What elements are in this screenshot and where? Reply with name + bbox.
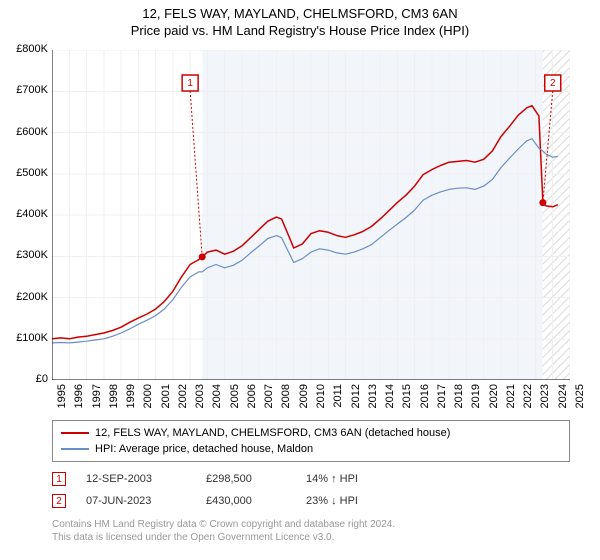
- x-tick-label: 2007: [263, 384, 275, 424]
- x-tick-label: 2011: [332, 384, 344, 424]
- x-tick-label: 2000: [142, 384, 154, 424]
- attribution-text: Contains HM Land Registry data © Crown c…: [52, 518, 570, 544]
- x-tick-label: 1996: [73, 384, 85, 424]
- x-tick-label: 2006: [246, 384, 258, 424]
- x-tick-label: 2024: [557, 384, 569, 424]
- chart-svg: 12: [52, 50, 570, 380]
- transaction-price: £430,000: [206, 495, 286, 507]
- attribution-line2: This data is licensed under the Open Gov…: [52, 531, 570, 544]
- x-tick-label: 2018: [453, 384, 465, 424]
- x-tick-label: 2025: [574, 384, 586, 424]
- transaction-date: 12-SEP-2003: [86, 473, 186, 485]
- x-tick-label: 2001: [160, 384, 172, 424]
- svg-text:2: 2: [550, 78, 556, 89]
- legend-label: 12, FELS WAY, MAYLAND, CHELMSFORD, CM3 6…: [95, 427, 450, 439]
- x-tick-label: 2005: [229, 384, 241, 424]
- x-tick-label: 2017: [436, 384, 448, 424]
- transaction-table: 1 12-SEP-2003 £298,500 14% ↑ HPI 2 07-JUN-202…: [52, 468, 570, 512]
- title-block: 12, FELS WAY, MAYLAND, CHELMSFORD, CM3 6…: [0, 0, 600, 38]
- y-tick-label: £200K: [2, 291, 48, 303]
- x-tick-label: 1995: [56, 384, 68, 424]
- x-tick-label: 1997: [91, 384, 103, 424]
- legend-swatch: [61, 432, 89, 434]
- legend-box: 12, FELS WAY, MAYLAND, CHELMSFORD, CM3 6…: [52, 420, 570, 462]
- x-tick-label: 2009: [298, 384, 310, 424]
- attribution-line1: Contains HM Land Registry data © Crown c…: [52, 518, 570, 531]
- transaction-marker: 1: [52, 472, 66, 486]
- x-tick-label: 2002: [177, 384, 189, 424]
- y-tick-label: £0: [2, 373, 48, 385]
- x-tick-label: 2013: [367, 384, 379, 424]
- svg-text:1: 1: [187, 78, 193, 89]
- x-tick-label: 2020: [488, 384, 500, 424]
- chart-container: 12, FELS WAY, MAYLAND, CHELMSFORD, CM3 6…: [0, 0, 600, 560]
- x-tick-label: 2010: [315, 384, 327, 424]
- legend-item: HPI: Average price, detached house, Mald…: [61, 441, 561, 457]
- y-tick-label: £800K: [2, 43, 48, 55]
- x-tick-label: 1998: [108, 384, 120, 424]
- x-tick-label: 2012: [350, 384, 362, 424]
- chart-title: 12, FELS WAY, MAYLAND, CHELMSFORD, CM3 6…: [0, 6, 600, 21]
- x-tick-label: 2003: [194, 384, 206, 424]
- x-tick-label: 2008: [280, 384, 292, 424]
- legend-item: 12, FELS WAY, MAYLAND, CHELMSFORD, CM3 6…: [61, 425, 561, 441]
- y-tick-label: £300K: [2, 249, 48, 261]
- y-tick-label: £100K: [2, 332, 48, 344]
- x-tick-label: 1999: [125, 384, 137, 424]
- x-tick-label: 2004: [211, 384, 223, 424]
- x-tick-label: 2019: [470, 384, 482, 424]
- y-tick-label: £700K: [2, 84, 48, 96]
- legend-swatch: [61, 448, 89, 450]
- chart-subtitle: Price paid vs. HM Land Registry's House …: [0, 23, 600, 38]
- transaction-price: £298,500: [206, 473, 286, 485]
- x-tick-label: 2022: [522, 384, 534, 424]
- chart-area: 12: [52, 50, 570, 380]
- legend-label: HPI: Average price, detached house, Mald…: [95, 443, 313, 455]
- transaction-row: 2 07-JUN-2023 £430,000 23% ↓ HPI: [52, 490, 570, 512]
- x-tick-label: 2021: [505, 384, 517, 424]
- y-tick-label: £500K: [2, 167, 48, 179]
- transaction-pct: 23% ↓ HPI: [306, 495, 396, 507]
- y-tick-label: £400K: [2, 208, 48, 220]
- x-tick-label: 2015: [401, 384, 413, 424]
- transaction-marker: 2: [52, 494, 66, 508]
- y-tick-label: £600K: [2, 126, 48, 138]
- x-tick-label: 2014: [384, 384, 396, 424]
- x-tick-label: 2016: [419, 384, 431, 424]
- transaction-date: 07-JUN-2023: [86, 495, 186, 507]
- transaction-row: 1 12-SEP-2003 £298,500 14% ↑ HPI: [52, 468, 570, 490]
- transaction-pct: 14% ↑ HPI: [306, 473, 396, 485]
- x-tick-label: 2023: [539, 384, 551, 424]
